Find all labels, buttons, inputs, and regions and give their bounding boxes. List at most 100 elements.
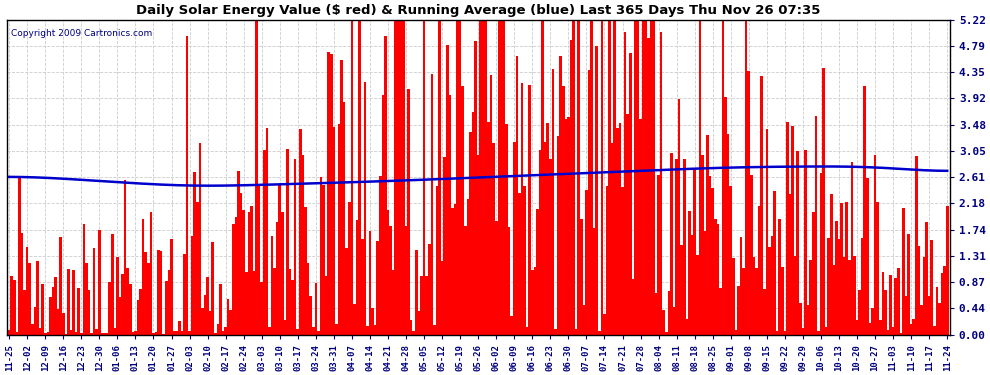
Bar	[662, 310, 665, 335]
Bar	[539, 150, 542, 335]
Bar	[273, 267, 276, 335]
Bar	[67, 268, 69, 335]
Bar	[855, 320, 858, 335]
Bar	[757, 206, 760, 335]
Bar	[8, 330, 11, 335]
Bar	[503, 20, 505, 335]
Bar	[250, 206, 252, 335]
Bar	[387, 210, 389, 335]
Bar	[302, 154, 304, 335]
Bar	[165, 281, 167, 335]
Bar	[945, 207, 948, 335]
Bar	[235, 217, 238, 335]
Bar	[376, 240, 379, 335]
Bar	[276, 222, 278, 335]
Bar	[175, 332, 178, 335]
Bar	[315, 283, 317, 335]
Bar	[374, 326, 376, 335]
Bar	[252, 272, 255, 335]
Bar	[199, 143, 201, 335]
Bar	[44, 333, 47, 335]
Bar	[260, 282, 263, 335]
Bar	[103, 333, 106, 335]
Bar	[490, 75, 492, 335]
Bar	[836, 220, 838, 335]
Bar	[902, 208, 905, 335]
Bar	[693, 168, 696, 335]
Bar	[717, 224, 719, 335]
Bar	[72, 270, 75, 335]
Bar	[505, 124, 508, 335]
Bar	[98, 230, 101, 335]
Bar	[752, 256, 755, 335]
Bar	[582, 305, 585, 335]
Bar	[815, 116, 817, 335]
Bar	[629, 53, 632, 335]
Bar	[635, 20, 637, 335]
Bar	[310, 296, 312, 335]
Bar	[714, 219, 717, 335]
Bar	[845, 202, 848, 335]
Bar	[673, 307, 675, 335]
Bar	[640, 119, 642, 335]
Bar	[778, 219, 781, 335]
Bar	[644, 20, 647, 335]
Bar	[217, 324, 219, 335]
Bar	[204, 295, 206, 335]
Bar	[621, 186, 624, 335]
Bar	[140, 289, 142, 335]
Bar	[59, 237, 62, 335]
Bar	[657, 175, 660, 335]
Bar	[926, 222, 928, 335]
Bar	[47, 332, 50, 335]
Bar	[37, 261, 39, 335]
Bar	[291, 279, 294, 335]
Bar	[162, 334, 165, 335]
Bar	[825, 327, 828, 335]
Bar	[152, 333, 154, 335]
Bar	[458, 20, 461, 335]
Bar	[320, 177, 323, 335]
Bar	[18, 176, 21, 335]
Bar	[569, 40, 572, 335]
Bar	[26, 247, 29, 335]
Bar	[423, 20, 426, 335]
Bar	[614, 20, 616, 335]
Bar	[451, 208, 453, 335]
Bar	[524, 186, 526, 335]
Bar	[230, 310, 232, 335]
Bar	[881, 272, 884, 335]
Bar	[294, 159, 296, 335]
Bar	[355, 220, 358, 335]
Bar	[642, 20, 644, 335]
Bar	[111, 234, 114, 335]
Bar	[108, 282, 111, 335]
Bar	[500, 20, 503, 335]
Bar	[149, 211, 152, 335]
Bar	[212, 242, 214, 335]
Bar	[16, 332, 18, 335]
Bar	[441, 261, 444, 335]
Bar	[132, 332, 134, 335]
Bar	[915, 156, 918, 335]
Bar	[706, 135, 709, 335]
Bar	[654, 292, 657, 335]
Bar	[492, 142, 495, 335]
Bar	[897, 268, 900, 335]
Bar	[773, 190, 776, 335]
Bar	[222, 331, 225, 335]
Bar	[289, 269, 291, 335]
Bar	[699, 20, 701, 335]
Bar	[931, 240, 933, 335]
Bar	[678, 99, 680, 335]
Bar	[88, 291, 90, 335]
Bar	[863, 86, 866, 335]
Bar	[51, 287, 54, 335]
Bar	[265, 128, 268, 335]
Bar	[770, 236, 773, 335]
Bar	[338, 124, 341, 335]
Bar	[670, 153, 673, 335]
Bar	[608, 20, 611, 335]
Bar	[649, 20, 652, 335]
Bar	[918, 246, 920, 335]
